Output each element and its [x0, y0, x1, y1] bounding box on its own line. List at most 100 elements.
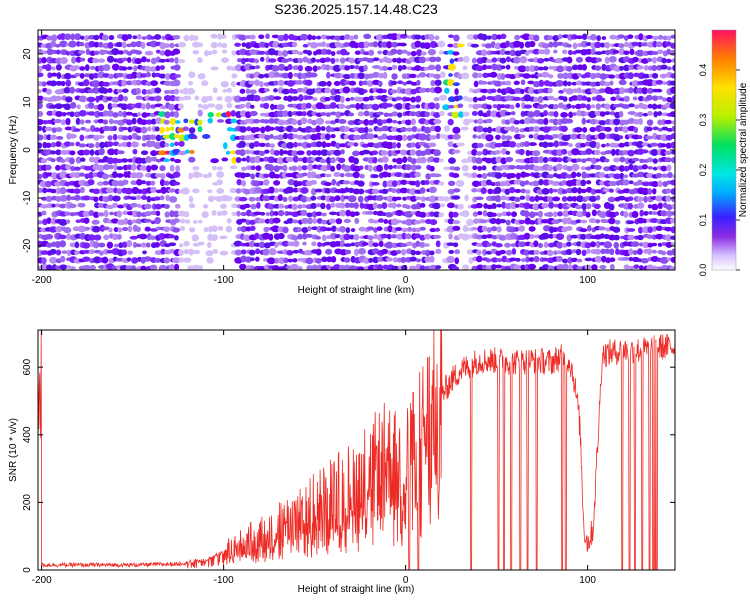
spectrogram-cell: [55, 110, 63, 117]
spectrogram-cell: [562, 217, 568, 225]
spectrogram-cell: [494, 242, 503, 248]
spectrogram-cell: [88, 249, 96, 255]
spectrogram-cell: [174, 263, 180, 270]
spectrogram-cell: [40, 158, 48, 164]
spectrogram-cell: [66, 233, 71, 241]
spectrogram-cell: [408, 265, 417, 270]
spectrogram-cell: [494, 186, 502, 194]
spectrogram-cell: [485, 118, 493, 124]
spectrogram-cell: [486, 227, 492, 233]
spectrogram-cell: [212, 49, 218, 55]
spectrogram-cell: [416, 128, 423, 133]
spectrogram-cell: [325, 112, 331, 117]
spectrogram-cell: [324, 173, 332, 178]
spectrogram-cell: [435, 56, 442, 62]
spectrogram-cell: [435, 64, 442, 72]
spectrogram-cell: [566, 196, 574, 202]
spectrogram-cell: [150, 186, 157, 193]
spectrogram-cell: [222, 88, 229, 93]
spectrogram-cell: [219, 250, 229, 256]
spectrogram-cell: [312, 217, 317, 224]
spectrogram-cell: [288, 195, 293, 202]
spectrogram-cell: [647, 103, 653, 109]
spectrogram-cell: [476, 249, 482, 255]
spectrogram-cell: [646, 157, 654, 163]
spectrogram-cell: [127, 135, 133, 141]
spectrogram-cell: [670, 188, 675, 195]
spectrogram-cell: [143, 218, 152, 223]
spectrogram-cell: [324, 120, 332, 125]
spectrogram-cell: [210, 41, 218, 49]
spectrogram-cell: [443, 125, 451, 132]
spectrogram-cell: [572, 112, 577, 116]
spectrogram-cell: [395, 219, 403, 224]
spectrogram-cell: [301, 227, 309, 233]
spectrogram-cell: [126, 170, 132, 179]
spectrogram-cell: [160, 173, 166, 180]
spectrogram-cell: [183, 211, 190, 218]
spectrogram-cell: [131, 265, 137, 270]
spectrogram-cell: [292, 240, 300, 247]
spectrogram-cell: [456, 142, 465, 147]
spectrogram-cell: [339, 35, 346, 41]
spectrogram-cell: [631, 41, 639, 47]
spectrogram-cell: [324, 57, 331, 63]
spectrogram-cell: [82, 264, 92, 270]
spectrogram-cell: [407, 226, 413, 232]
spectrogram-cell: [121, 135, 129, 141]
spectrogram-cell: [542, 66, 549, 71]
spectrogram-cell: [385, 141, 394, 150]
spectrogram-cell: [434, 227, 441, 232]
spectrogram-cell: [130, 141, 139, 148]
spectrogram-cell: [358, 80, 364, 87]
spectrogram-cell: [77, 202, 86, 208]
spectrogram-cell: [287, 258, 294, 263]
spectrogram-cell: [363, 64, 368, 72]
spectrogram-cell: [238, 34, 247, 41]
spectrogram-cell: [513, 80, 520, 86]
spectrogram-cell: [276, 134, 285, 141]
spectrogram-cell: [636, 65, 644, 70]
spectrogram-cell: [659, 73, 668, 79]
spectrogram-cell: [197, 57, 203, 64]
spectrogram-cell: [391, 73, 398, 80]
spectrogram-cell: [267, 95, 275, 101]
spectrogram-cell: [243, 203, 251, 209]
spectrogram-cell: [447, 141, 454, 148]
spectrogram-cell: [173, 64, 181, 71]
spectrogram-cell: [279, 148, 284, 156]
spectrogram-cell: [604, 103, 611, 110]
spectrogram-cell: [562, 72, 569, 80]
spectrogram-cell: [589, 126, 597, 133]
spectrogram-cell: [405, 127, 413, 132]
spectrogram-cell: [641, 181, 651, 187]
spectrogram-cell: [627, 234, 635, 241]
spectrogram-cell: [65, 117, 71, 126]
spectrogram-cell: [106, 55, 115, 63]
spectrogram-cell: [127, 225, 133, 233]
colorbar-tick-label: 0.1: [698, 214, 708, 227]
spectrogram-cell: [59, 195, 68, 202]
spectrogram-cell: [594, 41, 602, 49]
spectrogram-cell: [598, 120, 607, 126]
spectrogram-cell: [433, 112, 441, 118]
spectrogram-cell: [126, 66, 133, 70]
spectrogram-cell: [246, 126, 252, 132]
spectrogram-cell: [79, 119, 85, 125]
spectrogram-cell: [234, 42, 242, 47]
spectrogram-cell: [599, 180, 605, 186]
spectrogram-cell: [329, 102, 337, 109]
spectrogram-cell: [651, 203, 659, 211]
spectrogram-cell: [54, 240, 61, 248]
spectrogram-cell: [605, 142, 611, 147]
spectrogram-cell: [300, 195, 308, 203]
spectrogram-cell: [175, 165, 181, 173]
spectrogram-cell: [609, 111, 616, 116]
spectrogram-cell: [267, 203, 275, 210]
spectrogram-cell: [253, 140, 260, 148]
spectrogram-cell: [372, 202, 378, 210]
spectrogram-cell: [362, 96, 370, 102]
spectrogram-cell: [399, 42, 407, 47]
spectrogram-cell: [652, 166, 658, 171]
spectrogram-cell: [548, 233, 555, 239]
